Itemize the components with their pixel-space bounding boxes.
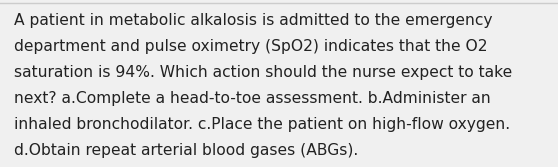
Text: department and pulse oximetry (SpO2) indicates that the O2: department and pulse oximetry (SpO2) ind… [14,39,488,54]
Text: saturation is 94%. Which action should the nurse expect to take: saturation is 94%. Which action should t… [14,65,512,80]
Text: inhaled bronchodilator. c.Place the patient on high-flow oxygen.: inhaled bronchodilator. c.Place the pati… [14,117,510,132]
Text: A patient in metabolic alkalosis is admitted to the emergency: A patient in metabolic alkalosis is admi… [14,13,493,28]
Text: next? a.Complete a head-to-toe assessment. b.Administer an: next? a.Complete a head-to-toe assessmen… [14,91,490,106]
Text: d.Obtain repeat arterial blood gases (ABGs).: d.Obtain repeat arterial blood gases (AB… [14,143,358,158]
